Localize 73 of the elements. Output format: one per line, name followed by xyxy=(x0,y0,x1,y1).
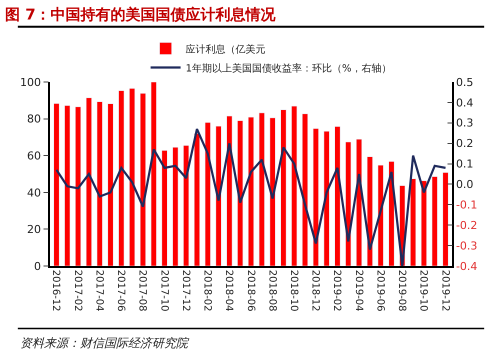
bar xyxy=(291,106,298,266)
bar xyxy=(324,131,330,266)
x-tick-label: 2018-10 xyxy=(288,270,299,312)
bar xyxy=(226,116,232,266)
x-tick-label: 2018-08 xyxy=(266,270,278,312)
y2-tick-label: 0.3 xyxy=(456,116,474,130)
bar xyxy=(86,98,92,266)
bar xyxy=(194,133,200,266)
bar xyxy=(410,178,416,266)
y2-tick-label: 0.1 xyxy=(456,158,474,171)
x-tick-label: 2019-10 xyxy=(418,270,429,312)
y2-tick-label: -0.2 xyxy=(456,218,478,232)
bar xyxy=(150,82,157,266)
y-tick-label: 40 xyxy=(27,186,42,200)
bar xyxy=(96,101,103,266)
y2-tick-label: -0.4 xyxy=(456,260,478,273)
y2-tick-label: 0.2 xyxy=(456,137,474,150)
y-tick-label: 80 xyxy=(27,112,42,126)
y2-tick-label: 0.0 xyxy=(456,178,474,192)
bar xyxy=(64,105,70,266)
bar xyxy=(420,180,427,266)
chart-title: 图 7：中国持有的美国国债应计利息情况 xyxy=(5,6,277,24)
bar xyxy=(312,128,319,266)
bar xyxy=(140,93,146,266)
bar xyxy=(108,103,114,266)
bar xyxy=(334,126,340,266)
x-tick-label: 2017-06 xyxy=(115,270,126,312)
legend-label: 应计利息（亿美元 xyxy=(186,43,266,56)
x-tick-label: 2018-02 xyxy=(202,270,213,312)
y2-tick-label: 0.4 xyxy=(456,96,474,110)
x-tick-label: 2018-04 xyxy=(223,270,234,312)
x-tick-label: 2017-04 xyxy=(93,270,104,312)
bar xyxy=(216,126,222,266)
bar xyxy=(432,176,438,266)
bar xyxy=(54,103,60,266)
bar xyxy=(258,112,265,266)
x-tick-label: 2019-12 xyxy=(439,270,450,312)
x-tick-label: 2017-12 xyxy=(180,270,191,312)
y-tick-label: 60 xyxy=(27,149,42,162)
bar xyxy=(378,164,384,266)
bar xyxy=(172,147,178,266)
y-tick-label: 0 xyxy=(34,260,42,273)
y2-tick-label: 0.5 xyxy=(456,76,474,89)
text: 资料来源：财信国际经济研究院 xyxy=(20,336,190,350)
bar xyxy=(204,122,211,266)
x-tick-label: 2018-12 xyxy=(310,270,321,312)
x-tick-label: 2019-08 xyxy=(396,270,408,312)
x-tick-label: 2019-04 xyxy=(352,270,364,312)
bar xyxy=(280,110,286,266)
x-tick-label: 2018-06 xyxy=(244,270,256,312)
line-series xyxy=(55,128,447,266)
y2-tick-label: -0.1 xyxy=(456,198,478,212)
y2-tick-label: -0.3 xyxy=(456,239,478,252)
x-tick-label: 2019-02 xyxy=(331,270,342,312)
bar xyxy=(270,118,276,266)
bar xyxy=(237,120,244,266)
y-tick-label: 100 xyxy=(20,76,42,89)
x-tick-label: 2017-02 xyxy=(72,270,83,312)
bar xyxy=(248,116,254,266)
bar xyxy=(442,172,448,266)
bar xyxy=(183,145,190,266)
legend-label: 1年期以上美国国债收益率：环比（%，右轴） xyxy=(186,62,392,74)
bar xyxy=(345,142,352,266)
bar xyxy=(162,150,168,266)
x-tick-label: 2017-10 xyxy=(158,270,170,312)
bar xyxy=(129,88,136,266)
bar xyxy=(118,90,124,266)
bar xyxy=(75,106,82,266)
x-tick-label: 2017-08 xyxy=(136,270,148,312)
bar xyxy=(302,114,308,266)
x-tick-label: 2016-12 xyxy=(50,270,62,312)
x-tick-label: 2019-06 xyxy=(374,270,386,312)
y-tick-label: 20 xyxy=(27,223,42,236)
